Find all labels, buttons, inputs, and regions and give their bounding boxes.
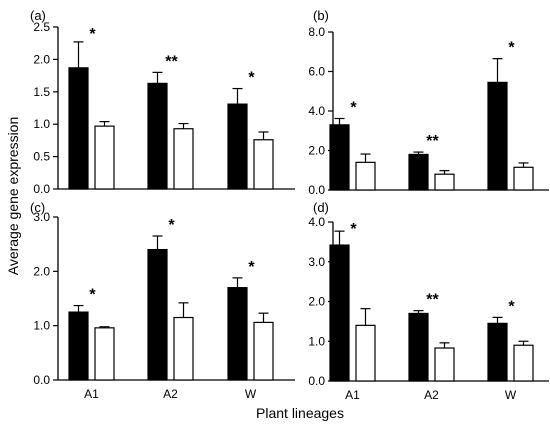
panel-label: (a) (30, 8, 46, 23)
y-tick-label: 2.0 (308, 295, 325, 309)
x-tick-label: A1 (84, 387, 99, 401)
significance-marker: * (508, 40, 515, 57)
y-tick-label: 8.0 (308, 25, 325, 39)
significance-marker: * (508, 298, 515, 315)
y-tick-label: 1.5 (33, 85, 50, 99)
y-tick-label: 2.0 (33, 264, 50, 278)
x-tick-label: A1 (345, 388, 360, 402)
y-tick-label: 6.0 (308, 65, 325, 79)
y-tick-label: 4.0 (308, 104, 325, 118)
black-bar-a2 (408, 312, 429, 382)
significance-marker: * (248, 70, 255, 87)
panels: (a)0.00.51.01.52.02.5 ****(b)0.02.04.06.0… (30, 8, 549, 402)
x-tick-label: W (505, 388, 517, 402)
white-bar-a2 (434, 347, 455, 382)
y-tick-label: 2.5 (33, 20, 50, 34)
y-tick-label: 2.0 (33, 52, 50, 66)
y-tick-label: 3.0 (308, 255, 325, 269)
x-tick-label: A2 (163, 387, 178, 401)
y-tick-label: 0.0 (33, 373, 50, 387)
y-tick-label: 0.0 (308, 374, 325, 388)
x-axis-title: Plant lineages (256, 405, 344, 421)
black-bar-w (487, 81, 508, 191)
y-tick-label: 0.0 (33, 182, 50, 196)
y-tick-label: 1.0 (33, 117, 50, 131)
panel-c: (c) 0.0 1.0 2.0 3.0 * A1 * A2 * W (30, 200, 295, 401)
black-bar-w (227, 287, 248, 381)
significance-marker: * (350, 100, 357, 117)
panel-label: (c) (30, 200, 45, 215)
black-bar-a1 (329, 244, 350, 382)
white-bar-w (253, 139, 274, 190)
black-bar-a2 (147, 82, 168, 190)
significance-marker: ** (426, 292, 439, 309)
significance-marker: * (350, 221, 357, 238)
white-bar-a1 (94, 125, 115, 190)
black-bar-a2 (147, 249, 168, 381)
significance-marker: * (89, 26, 96, 43)
y-tick-label: 0.5 (33, 150, 50, 164)
white-bar-a2 (434, 173, 455, 191)
y-axis-title: Average gene expression (5, 117, 21, 276)
significance-marker: ** (426, 133, 439, 150)
black-bar-a1 (68, 67, 89, 190)
significance-marker: * (168, 217, 175, 234)
y-tick-label: 1.0 (308, 334, 325, 348)
white-bar-a1 (355, 161, 376, 191)
y-tick-label: 0.0 (308, 183, 325, 197)
y-tick-label: 3.0 (33, 210, 50, 224)
panel-label: (b) (313, 8, 329, 23)
white-bar-a1 (94, 327, 115, 381)
x-tick-label: A2 (424, 388, 439, 402)
white-bar-a1 (355, 324, 376, 382)
y-tick-label: 2.0 (308, 144, 325, 158)
white-bar-w (253, 321, 274, 381)
significance-marker: ** (165, 53, 178, 70)
panel-label: (d) (313, 200, 329, 215)
x-tick-label: W (245, 387, 257, 401)
significance-marker: * (248, 259, 255, 276)
black-bar-w (487, 322, 508, 382)
panel-d: (d) 0.0 1.0 2.0 3.0 4.0 * A1 ** A2 * W (308, 200, 549, 402)
white-bar-a2 (173, 128, 194, 190)
panel-a: (a)0.00.51.01.52.02.5 **** (30, 8, 295, 196)
black-bar-a1 (329, 124, 350, 191)
black-bar-a1 (68, 311, 89, 381)
y-tick-label: 4.0 (308, 215, 325, 229)
white-bar-w (513, 344, 534, 382)
significance-marker: * (89, 287, 96, 304)
white-bar-a2 (173, 316, 194, 381)
white-bar-w (513, 166, 534, 191)
y-tick-label: 1.0 (33, 319, 50, 333)
black-bar-w (227, 103, 248, 190)
black-bar-a2 (408, 153, 429, 191)
panel-b: (b)0.02.04.06.08.0**** (308, 8, 549, 197)
